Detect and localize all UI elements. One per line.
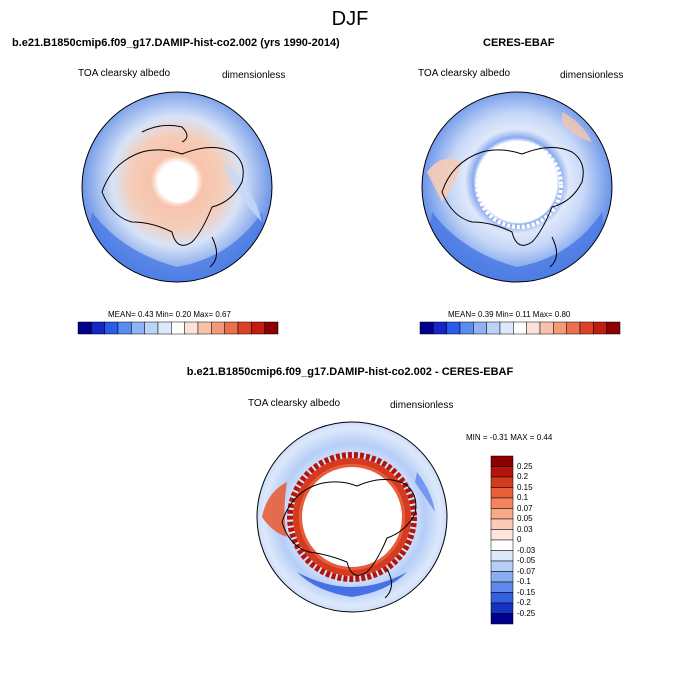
colorbar-swatch xyxy=(490,602,514,614)
colorbar-obs-labels xyxy=(420,337,620,349)
colorbar-swatch xyxy=(553,321,567,335)
panel-diff-units: dimensionless xyxy=(390,400,454,411)
colorbar-swatch xyxy=(490,518,514,530)
colorbar-swatch xyxy=(490,487,514,499)
colorbar-swatch xyxy=(490,613,514,625)
colorbar-tick-label: -0.2 xyxy=(517,598,531,607)
colorbar-swatch xyxy=(237,321,252,335)
panel-model-title: b.e21.B1850cmip6.f09_g17.DAMIP-hist-co2.… xyxy=(12,37,340,49)
colorbar-tick-label: 0 xyxy=(517,535,522,544)
colorbar-swatch xyxy=(197,321,212,335)
colorbar-model xyxy=(77,321,279,335)
colorbar-swatch xyxy=(131,321,145,335)
map-diff xyxy=(256,421,448,613)
colorbar-tick-label: -0.1 xyxy=(517,577,531,586)
colorbar-swatch xyxy=(211,321,225,335)
colorbar-tick-label: 0.03 xyxy=(517,524,533,534)
colorbar-swatch xyxy=(490,476,514,488)
panel-obs-title: CERES-EBAF xyxy=(483,37,555,49)
colorbar-swatch xyxy=(144,321,159,335)
map-model xyxy=(81,91,273,283)
panel-obs-variable: TOA clearsky albedo xyxy=(418,68,511,79)
colorbar-swatch xyxy=(91,321,105,335)
colorbar-swatch xyxy=(490,581,514,593)
colorbar-swatch xyxy=(473,321,487,335)
panel-model-units: dimensionless xyxy=(222,70,286,81)
colorbar-swatch xyxy=(490,529,514,541)
colorbar-swatch xyxy=(499,321,514,335)
colorbar-swatch xyxy=(157,321,172,335)
colorbar-swatch xyxy=(419,321,434,335)
colorbar-tick-label: -0.03 xyxy=(517,545,536,555)
colorbar-swatch xyxy=(526,321,541,335)
colorbar-swatch xyxy=(459,321,474,335)
panel-model-variable: TOA clearsky albedo xyxy=(78,68,171,79)
colorbar-swatch xyxy=(184,321,199,335)
colorbar-swatch xyxy=(490,560,514,572)
map-obs xyxy=(421,91,613,283)
colorbar-swatch xyxy=(77,321,92,335)
colorbar-swatch xyxy=(513,321,527,335)
colorbar-tick-label: -0.05 xyxy=(517,556,536,565)
panel-model-stats: MEAN= 0.43 Min= 0.20 Max= 0.67 xyxy=(108,310,231,319)
colorbar-swatch xyxy=(490,550,514,562)
colorbar-swatch xyxy=(490,497,514,509)
colorbar-swatch xyxy=(117,321,132,335)
colorbar-model-labels xyxy=(78,337,278,349)
colorbar-swatch xyxy=(490,455,514,467)
colorbar-swatch xyxy=(224,321,239,335)
colorbar-tick-label: -0.07 xyxy=(517,566,536,576)
colorbar-swatch xyxy=(264,321,279,335)
colorbar-diff xyxy=(490,455,514,625)
panel-diff-title: b.e21.B1850cmip6.f09_g17.DAMIP-hist-co2.… xyxy=(186,366,514,378)
figure-title: DJF xyxy=(331,8,369,30)
colorbar-tick-label: 0.25 xyxy=(517,461,533,471)
panel-diff-variable: TOA clearsky albedo xyxy=(248,398,341,409)
panel-obs-units: dimensionless xyxy=(560,70,624,81)
colorbar-diff-labels: 0.25 0.2 0.15 0.1 0.07 0.05 0.03 0 -0.03 -0.05 -0.… xyxy=(517,456,557,624)
colorbar-swatch xyxy=(104,321,119,335)
colorbar-tick-label: 0.07 xyxy=(517,503,533,513)
colorbar-swatch xyxy=(171,321,185,335)
colorbar-swatch xyxy=(490,571,514,583)
colorbar-swatch xyxy=(446,321,461,335)
colorbar-swatch xyxy=(606,321,621,335)
colorbar-obs xyxy=(419,321,621,335)
colorbar-swatch xyxy=(566,321,581,335)
colorbar-swatch xyxy=(251,321,265,335)
colorbar-swatch xyxy=(490,466,514,478)
colorbar-swatch xyxy=(433,321,447,335)
colorbar-tick-label: -0.15 xyxy=(517,587,536,597)
colorbar-swatch xyxy=(490,539,514,551)
colorbar-tick-label: 0.2 xyxy=(517,472,529,481)
colorbar-swatch xyxy=(490,592,514,604)
colorbar-tick-label: 0.05 xyxy=(517,514,533,523)
colorbar-tick-label: 0.15 xyxy=(517,482,533,492)
panel-diff-stats: MIN = -0.31 MAX = 0.44 xyxy=(466,433,553,442)
colorbar-swatch xyxy=(490,508,514,520)
colorbar-swatch xyxy=(539,321,554,335)
colorbar-tick-label: -0.25 xyxy=(517,608,536,618)
panel-obs-stats: MEAN= 0.39 Min= 0.11 Max= 0.80 xyxy=(448,310,571,319)
colorbar-tick-label: 0.1 xyxy=(517,493,529,502)
colorbar-swatch xyxy=(579,321,594,335)
colorbar-swatch xyxy=(486,321,501,335)
colorbar-swatch xyxy=(593,321,607,335)
